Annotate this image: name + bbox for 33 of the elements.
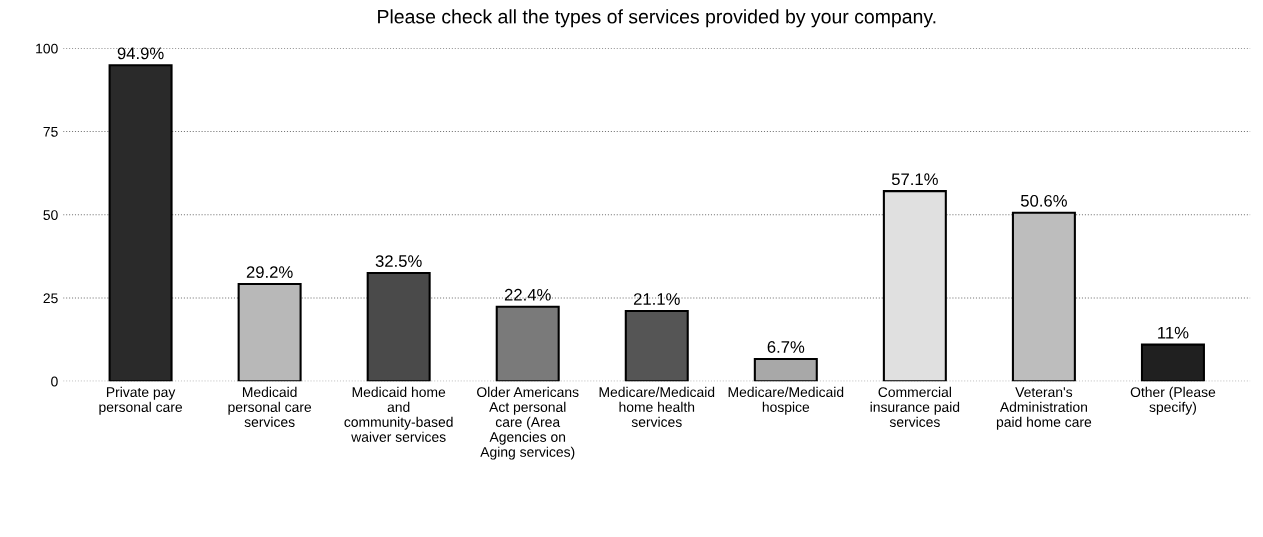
bar [753, 357, 818, 382]
bar [366, 272, 431, 382]
bar [237, 283, 302, 382]
bar [1011, 211, 1076, 382]
bar [624, 309, 689, 382]
x-tick-label: Medicaid personal care services [228, 386, 312, 427]
y-tick-label: 50 [43, 210, 58, 220]
data-label: 50.6% [1020, 194, 1067, 207]
data-label: 22.4% [504, 288, 551, 301]
bar [108, 64, 173, 382]
x-tick-label: Older Americans Act personal care (Area Agencies on Aging services) [477, 386, 579, 460]
x-tick-label: Medicare/Medicaid hospice [728, 386, 844, 415]
data-label: 29.2% [246, 266, 293, 278]
data-label: 11% [1158, 326, 1189, 339]
x-tick-label: Medicaid home and community-based waiver services [344, 386, 453, 442]
bar [1140, 343, 1205, 382]
data-label: 57.1% [891, 173, 938, 186]
data-label: 6.7% [767, 341, 805, 353]
x-tick-label: Private pay personal care [99, 386, 183, 415]
data-label: 21.1% [633, 293, 680, 305]
y-tick-label: 25 [43, 293, 58, 304]
x-tick-label: Other (Please specify) [1130, 386, 1216, 415]
x-tick-label: Medicare/Medicaid home health services [599, 386, 715, 427]
bar [882, 190, 947, 382]
chart-title: Please check all the types of services provided by your company. [378, 9, 936, 28]
y-tick-label: 0 [51, 376, 58, 387]
y-tick-label: 75 [43, 127, 58, 137]
x-tick-label: Veteran's Administration paid home care [996, 387, 1092, 430]
data-label: 32.5% [375, 255, 422, 267]
y-tick-label: 100 [36, 43, 58, 54]
data-label: 94.9% [117, 47, 164, 60]
bar [495, 305, 560, 382]
x-tick-label: Commercial insurance paid services [870, 386, 960, 427]
